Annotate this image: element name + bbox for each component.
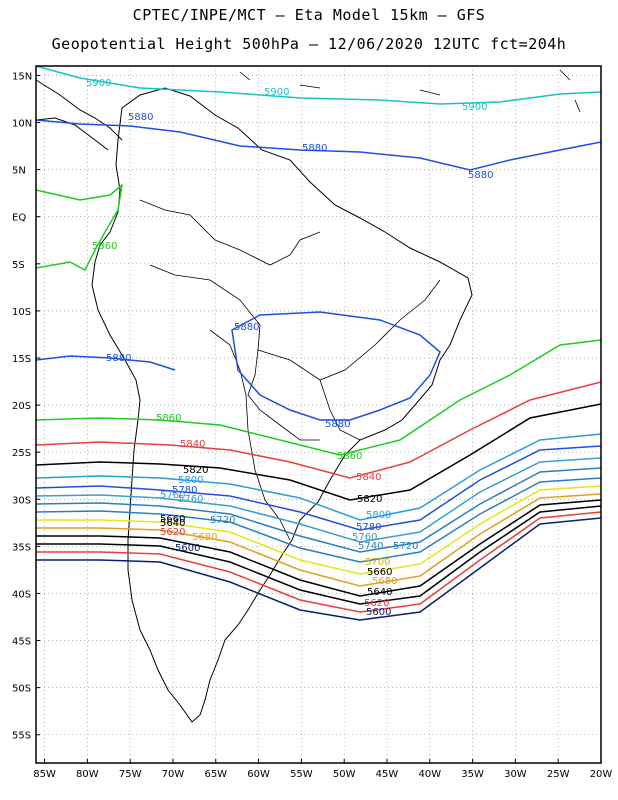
lat-label: 10S xyxy=(12,307,31,318)
label-5640-b: 5640 xyxy=(367,587,392,598)
label-5720-a: 5720 xyxy=(210,515,235,526)
lat-label: 25S xyxy=(12,448,31,459)
contour-5660 xyxy=(36,499,602,597)
lat-label: 50S xyxy=(12,684,31,695)
label-5900-c: 5900 xyxy=(462,102,487,113)
lat-label: EQ xyxy=(12,213,26,224)
lat-label: 45S xyxy=(12,637,31,648)
contour-5880-south xyxy=(35,311,441,421)
longitude-labels: 85W 80W 75W 70W 65W 60W 55W 50W 45W 40W 35W 30W 25W 2… xyxy=(33,769,612,780)
lon-label: 30W xyxy=(504,769,527,780)
lat-label: 15S xyxy=(12,354,31,365)
contour-5600 xyxy=(36,517,602,621)
label-5760-c: 5760 xyxy=(352,532,377,543)
contour-5740 xyxy=(35,467,602,553)
label-5780-b: 5780 xyxy=(356,522,381,533)
label-5600-a: 5600 xyxy=(175,543,200,554)
label-5760-b: 5760 xyxy=(178,494,203,505)
lon-label: 85W xyxy=(33,769,56,780)
contour-5840 xyxy=(35,381,602,479)
contour-5880-north xyxy=(35,119,602,171)
label-5820-a: 5820 xyxy=(183,465,208,476)
lon-label: 70W xyxy=(162,769,185,780)
lon-label: 55W xyxy=(290,769,313,780)
lon-label: 75W xyxy=(119,769,142,780)
label-5880-b: 5880 xyxy=(302,143,327,154)
contour-labels: 5900 5900 5900 5880 5880 5880 5880 5880 … xyxy=(86,78,493,618)
south-america-coastline xyxy=(91,87,473,723)
label-5880-f: 5880 xyxy=(325,419,350,430)
lat-label: 55S xyxy=(12,731,31,742)
label-5800-a: 5800 xyxy=(178,475,203,486)
label-5720-b: 5720 xyxy=(393,541,418,552)
label-5840-b: 5840 xyxy=(356,472,381,483)
contour-5620 xyxy=(36,511,602,613)
caribbean-islands xyxy=(239,69,581,113)
label-5880-e: 5880 xyxy=(106,353,131,364)
label-5900-a: 5900 xyxy=(86,78,111,89)
title-line-1: CPTEC/INPE/MCT – Eta Model 15km – GFS xyxy=(132,6,486,24)
lat-label: 40S xyxy=(12,589,31,600)
lon-label: 35W xyxy=(461,769,484,780)
contour-5720 xyxy=(35,477,602,563)
lon-label: 40W xyxy=(418,769,441,780)
label-5880-a: 5880 xyxy=(128,112,153,123)
contour-5860 xyxy=(35,183,602,456)
contour-5900 xyxy=(35,65,602,105)
label-5900-b: 5900 xyxy=(264,87,289,98)
label-5860-a: 5860 xyxy=(92,241,117,252)
label-5600-b: 5600 xyxy=(366,607,391,618)
contour-5700 xyxy=(36,485,602,575)
lat-label: 30S xyxy=(12,495,31,506)
label-5620-b: 5620 xyxy=(364,598,389,609)
latitude-labels: 15N 10N 5N EQ 5S 10S 15S 20S 25S 30S 35S 40S 45S 50S 5… xyxy=(12,71,32,741)
lon-label: 60W xyxy=(247,769,270,780)
lat-label: 10N xyxy=(12,119,32,130)
lat-label: 35S xyxy=(12,542,31,553)
label-5740: 5740 xyxy=(358,541,383,552)
lon-label: 80W xyxy=(76,769,99,780)
label-5660-b: 5660 xyxy=(367,567,392,578)
label-5680-b: 5680 xyxy=(372,576,397,587)
label-5860-b: 5860 xyxy=(156,413,181,424)
contour-5640 xyxy=(36,505,602,605)
contour-5680 xyxy=(36,493,602,587)
lon-label: 65W xyxy=(204,769,227,780)
lat-label: 5N xyxy=(12,166,26,177)
contour-5820 xyxy=(35,403,602,501)
contour-5780 xyxy=(35,445,602,531)
label-5660-a: 5660 xyxy=(160,514,185,525)
label-5800-b: 5800 xyxy=(366,510,391,521)
label-5840-a: 5840 xyxy=(180,439,205,450)
coastlines xyxy=(35,69,581,723)
lat-label: 15N xyxy=(12,71,32,82)
label-5620-a: 5620 xyxy=(160,527,185,538)
label-5640-a: 5640 xyxy=(160,518,185,529)
label-5780-a: 5780 xyxy=(172,485,197,496)
title-line-2: Geopotential Height 500hPa – 12/06/2020 … xyxy=(51,35,567,53)
map-frame xyxy=(35,65,602,764)
label-5880-c: 5880 xyxy=(468,170,493,181)
lon-label: 50W xyxy=(333,769,356,780)
central-america-coastline xyxy=(35,79,123,151)
label-5860-c: 5860 xyxy=(337,451,362,462)
label-5880-d: 5880 xyxy=(234,322,259,333)
geopotential-contours xyxy=(35,65,602,621)
label-5760-a: 5760 xyxy=(160,490,185,501)
lon-label: 20W xyxy=(590,769,613,780)
country-borders xyxy=(139,199,441,541)
contour-5800 xyxy=(35,433,602,521)
label-5680-a: 5680 xyxy=(192,532,217,543)
lat-label: 20S xyxy=(12,401,31,412)
label-5820-b: 5820 xyxy=(357,494,382,505)
lat-label: 5S xyxy=(12,260,25,271)
lon-label: 25W xyxy=(547,769,570,780)
label-5700: 5700 xyxy=(365,557,390,568)
contour-5760 xyxy=(35,457,602,543)
graticule xyxy=(36,66,602,763)
lon-label: 45W xyxy=(376,769,399,780)
